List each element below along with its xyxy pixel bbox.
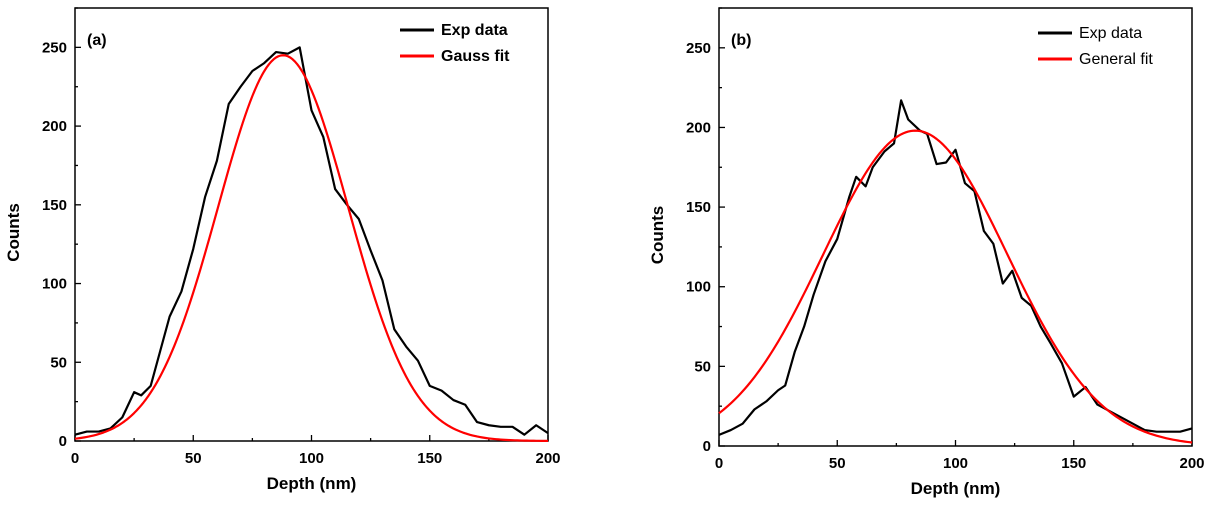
data-line [74, 46, 549, 436]
y-tick-label: 0 [703, 438, 711, 455]
x-tick-label: 150 [1061, 455, 1086, 472]
fit-curve [718, 129, 1193, 444]
y-tick-label: 200 [686, 119, 711, 136]
legend-label: Gauss fit [441, 48, 510, 65]
y-axis-label: Counts [4, 203, 23, 262]
chart-panel-a: 0 50 100 150 200 0 50 100 150 200 250 Depth (nm) Cou… [4, 7, 561, 493]
y-tick-label: 0 [59, 433, 67, 450]
legend-label: Exp data [1079, 25, 1142, 42]
x-tick-label: 150 [417, 450, 442, 467]
y-tick-label: 50 [50, 354, 67, 371]
panel-label: (b) [731, 32, 751, 49]
x-tick-label: 100 [299, 450, 324, 467]
y-axis-label: Counts [648, 206, 667, 265]
legend-label: General fit [1079, 51, 1153, 68]
chart-panel-b: 0 50 100 150 200 0 50 100 150 200 250 Depth (nm) Cou… [648, 7, 1205, 498]
y-tick-label: 100 [686, 279, 711, 296]
x-tick-label: 200 [1179, 455, 1204, 472]
y-tick-label: 100 [42, 276, 67, 293]
x-tick-label: 50 [829, 455, 846, 472]
y-tick-label: 150 [42, 197, 67, 214]
x-axis-label: Depth (nm) [267, 474, 357, 493]
y-tick-label: 150 [686, 199, 711, 216]
y-tick-label: 250 [686, 40, 711, 57]
data-line [718, 99, 1193, 436]
x-tick-label: 100 [943, 455, 968, 472]
y-tick-label: 250 [42, 39, 67, 56]
x-tick-label: 0 [71, 450, 79, 467]
x-tick-label: 50 [185, 450, 202, 467]
panel-label: (a) [87, 32, 107, 49]
plot-frame [74, 7, 549, 442]
x-tick-label: 0 [715, 455, 723, 472]
x-tick-label: 200 [535, 450, 560, 467]
x-axis-label: Depth (nm) [911, 479, 1001, 498]
y-tick-label: 50 [694, 358, 711, 375]
legend-label: Exp data [441, 22, 508, 39]
fit-curve [74, 54, 549, 442]
plot-frame [718, 7, 1193, 447]
y-tick-label: 200 [42, 118, 67, 135]
